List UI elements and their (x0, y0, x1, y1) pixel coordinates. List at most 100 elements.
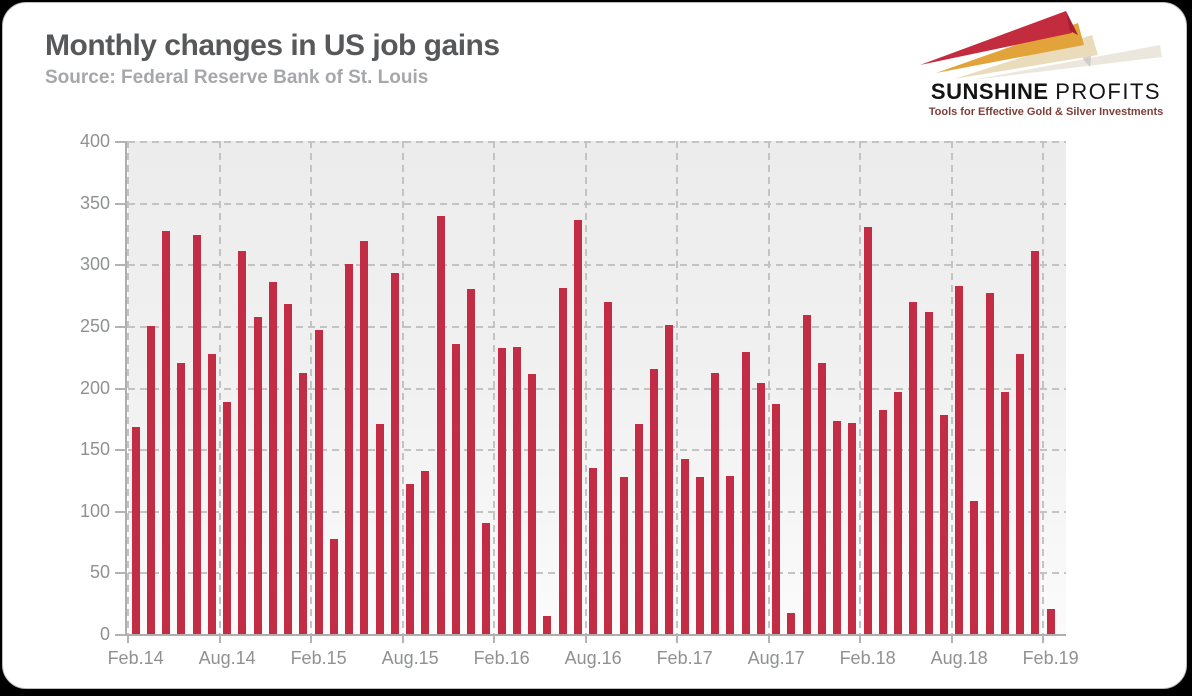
x-axis-tick (950, 634, 953, 643)
x-axis-tick (584, 634, 587, 643)
bar (543, 615, 552, 634)
bar (1016, 354, 1025, 634)
bar (528, 373, 537, 634)
bar (558, 287, 567, 634)
bar (589, 467, 598, 634)
brand-primary: SUNSHINE (930, 79, 1049, 104)
bar (878, 409, 887, 634)
bar (192, 234, 201, 634)
v-gridline (493, 141, 495, 634)
h-gridline (128, 202, 1066, 205)
bar (848, 423, 857, 634)
x-axis-tick (767, 634, 770, 643)
bar (482, 523, 491, 634)
bar (619, 477, 628, 634)
page-title: Monthly changes in US job gains (45, 29, 500, 62)
bar (634, 424, 643, 634)
x-axis-label: Aug.18 (930, 648, 988, 668)
bar (146, 325, 155, 634)
v-gridline (676, 141, 678, 634)
bar (1031, 250, 1040, 634)
bar (360, 240, 369, 634)
bar (726, 476, 735, 634)
x-axis-label: Feb.14 (107, 648, 164, 668)
bar (467, 288, 476, 634)
x-axis-tick (310, 634, 312, 643)
h-gridline (128, 325, 1066, 328)
y-axis-tick (115, 202, 126, 205)
bar (1000, 392, 1009, 634)
arrows-logo-icon (920, 11, 1162, 80)
bar (284, 303, 293, 634)
bar (970, 500, 979, 634)
y-axis-tick (115, 634, 126, 636)
x-axis-tick (859, 634, 861, 643)
y-axis-tick (115, 141, 126, 143)
bar (451, 344, 460, 634)
brand-tagline: Tools for Effective Gold & Silver Invest… (928, 106, 1164, 118)
y-axis-label: 0 (99, 624, 110, 644)
v-gridline (310, 141, 312, 634)
x-axis-tick (127, 634, 129, 643)
bar (695, 477, 704, 634)
y-axis-label: 350 (79, 192, 110, 213)
x-axis-label: Aug.14 (198, 648, 256, 668)
bar (802, 314, 811, 634)
x-axis-label: Aug.17 (747, 648, 805, 668)
y-axis-tick (115, 572, 126, 575)
bar (863, 227, 872, 634)
bar (1046, 609, 1055, 634)
y-axis-tick (115, 264, 126, 267)
v-gridline (767, 141, 770, 634)
sunshine-profits-logo: SUNSHINE PROFITS Tools for Effective Gol… (920, 9, 1172, 121)
h-gridline (128, 264, 1066, 267)
bar (772, 403, 781, 634)
x-axis-label: Feb.15 (290, 648, 347, 668)
bar (650, 369, 659, 634)
bar (955, 286, 964, 634)
bar (375, 424, 384, 634)
x-axis-label: Feb.17 (656, 648, 713, 668)
h-gridline (128, 449, 1066, 452)
source-caption: Source: Federal Reserve Bank of St. Loui… (45, 67, 429, 88)
v-gridline (401, 141, 404, 634)
bar (756, 382, 765, 634)
plot-area (127, 141, 1066, 634)
y-axis-label: 300 (79, 254, 110, 275)
bar (924, 312, 933, 634)
h-gridline (128, 387, 1066, 390)
x-axis-label: Feb.18 (839, 648, 896, 668)
v-gridline (950, 141, 953, 634)
x-axis-line (125, 634, 1066, 636)
bar (909, 302, 918, 634)
bar (436, 216, 445, 634)
bar (314, 329, 323, 634)
bar (741, 351, 750, 634)
x-axis-tick (218, 634, 221, 643)
v-gridline (859, 141, 861, 634)
bar (512, 346, 521, 634)
bar (817, 362, 826, 634)
bar (406, 483, 415, 634)
bar (665, 324, 674, 634)
v-gridline (584, 141, 587, 634)
x-axis-label: Aug.16 (564, 648, 622, 668)
brand-secondary: PROFITS (1055, 79, 1162, 104)
bar (939, 414, 948, 634)
y-axis-label: 50 (89, 562, 110, 583)
bar (421, 471, 430, 634)
y-axis-label: 200 (79, 377, 110, 398)
bar (985, 292, 994, 634)
bar (390, 272, 399, 634)
y-axis-label: 250 (79, 315, 110, 336)
y-axis-line (125, 141, 127, 635)
v-gridline (1042, 141, 1044, 634)
bar (787, 613, 796, 634)
bar (177, 362, 186, 634)
y-axis-label: 100 (79, 500, 110, 521)
x-axis-label: Aug.15 (381, 648, 439, 668)
y-axis-label: 400 (79, 131, 110, 151)
x-axis-tick (401, 634, 404, 643)
brand-name: SUNSHINE PROFITS (920, 79, 1172, 105)
